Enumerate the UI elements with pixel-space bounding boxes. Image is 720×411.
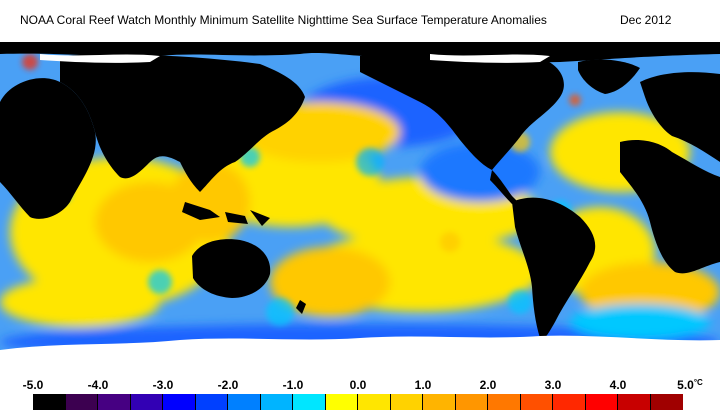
land-antarctica: [0, 335, 720, 370]
legend-tick: -5.0: [22, 378, 44, 392]
legend-swatch: [260, 394, 293, 410]
land-europe: [640, 72, 720, 162]
title-bar: NOAA Coral Reef Watch Monthly Minimum Sa…: [0, 0, 720, 42]
legend-swatch: [130, 394, 163, 410]
legend-swatch: [358, 394, 391, 410]
legend-swatch: [325, 394, 358, 410]
land-australia: [192, 239, 271, 298]
legend-swatch: [33, 394, 66, 410]
land-north-america: [360, 53, 564, 171]
legend-swatch: [423, 394, 456, 410]
legend-swatch: [390, 394, 423, 410]
legend-tick-max: 5.0°C: [677, 378, 703, 392]
legend-colorbar: [33, 394, 683, 410]
legend-swatch: [98, 394, 131, 410]
land-indonesia: [182, 202, 270, 226]
legend-tick: -4.0: [87, 378, 109, 392]
sst-anomaly-map: [0, 42, 720, 370]
legend-swatch: [553, 394, 586, 410]
legend-swatch: [488, 394, 521, 410]
legend-tick: -1.0: [282, 378, 304, 392]
legend-tick: -3.0: [152, 378, 174, 392]
legend-swatch: [520, 394, 553, 410]
legend-tick: 2.0: [479, 378, 497, 392]
land-africa: [0, 78, 96, 219]
land-new-zealand: [296, 300, 306, 314]
color-legend: -5.0 -4.0 -3.0 -2.0 -1.0 0.0 1.0 2.0 3.0…: [0, 374, 720, 411]
legend-swatch: [228, 394, 261, 410]
legend-tick: 3.0: [544, 378, 562, 392]
legend-swatch: [163, 394, 196, 410]
land-asia: [60, 54, 305, 192]
map-date: Dec 2012: [620, 13, 672, 27]
legend-tick: 1.0: [414, 378, 432, 392]
map-title: NOAA Coral Reef Watch Monthly Minimum Sa…: [20, 13, 547, 27]
legend-unit: °C: [693, 378, 703, 387]
land-central-america: [490, 170, 518, 204]
land-masses: [0, 42, 720, 340]
legend-swatch: [65, 394, 98, 410]
legend-swatch: [195, 394, 228, 410]
legend-tick: -2.0: [217, 378, 239, 392]
legend-swatch: [585, 394, 618, 410]
arctic-ice: [40, 54, 550, 63]
legend-tick: 0.0: [349, 378, 367, 392]
legend-swatch: [293, 394, 326, 410]
legend-swatch: [618, 394, 651, 410]
land-south-america: [512, 197, 596, 340]
legend-swatch: [455, 394, 488, 410]
legend-swatch: [650, 394, 683, 410]
legend-tick: 4.0: [609, 378, 627, 392]
land-west-africa: [620, 140, 720, 274]
land-greenland: [578, 59, 640, 94]
